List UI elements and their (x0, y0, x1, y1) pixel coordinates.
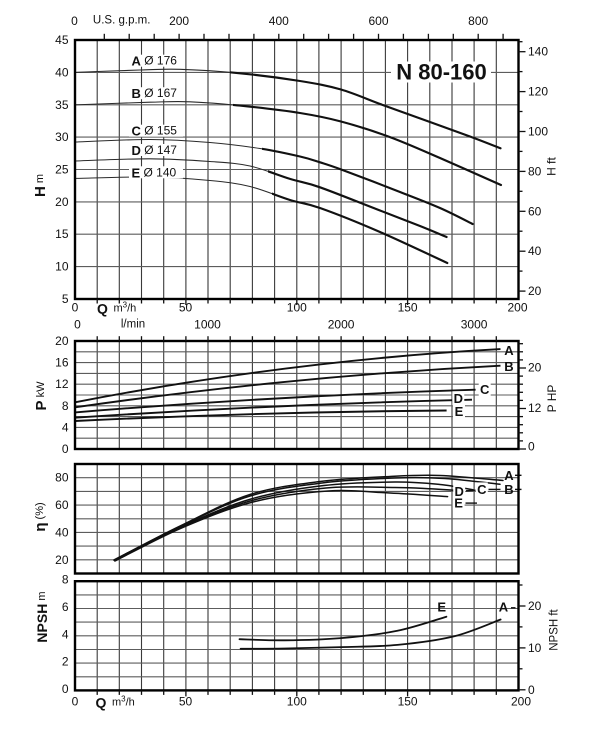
svg-text:H m: H m (32, 174, 49, 197)
svg-text:E: E (454, 496, 463, 511)
svg-text:200: 200 (507, 301, 527, 315)
svg-text:20: 20 (528, 599, 542, 613)
svg-text:2: 2 (62, 655, 69, 669)
svg-text:U.S. g.p.m.: U.S. g.p.m. (93, 15, 151, 27)
svg-text:Q: Q (96, 695, 107, 711)
svg-text:D: D (455, 484, 464, 499)
svg-text:C Ø 155: C Ø 155 (132, 123, 178, 138)
svg-text:60: 60 (55, 498, 69, 512)
svg-text:A: A (504, 468, 514, 483)
svg-text:20: 20 (528, 360, 542, 374)
svg-text:150: 150 (398, 695, 418, 709)
svg-text:l/min: l/min (121, 319, 145, 331)
svg-text:60: 60 (528, 204, 542, 218)
svg-text:20: 20 (55, 334, 69, 348)
svg-text:10: 10 (528, 641, 542, 655)
svg-text:16: 16 (55, 356, 69, 370)
svg-text:P HP: P HP (545, 385, 559, 413)
svg-text:200: 200 (511, 695, 531, 709)
svg-text:20: 20 (55, 195, 69, 209)
svg-text:B: B (504, 482, 513, 497)
svg-text:400: 400 (269, 14, 289, 28)
svg-text:12: 12 (55, 377, 69, 391)
svg-text:100: 100 (287, 301, 307, 315)
svg-text:1000: 1000 (194, 318, 221, 332)
svg-text:600: 600 (368, 14, 388, 28)
svg-text:12: 12 (528, 401, 542, 415)
svg-text:3000: 3000 (461, 318, 488, 332)
svg-text:100: 100 (528, 125, 548, 139)
svg-text:150: 150 (398, 301, 418, 315)
svg-text:η (%): η (%) (32, 502, 49, 531)
svg-text:2000: 2000 (328, 318, 355, 332)
svg-text:P kW: P kW (33, 381, 50, 411)
svg-text:35: 35 (55, 98, 69, 112)
svg-text:50: 50 (179, 695, 193, 709)
svg-text:8: 8 (62, 399, 69, 413)
svg-text:50: 50 (179, 301, 193, 315)
svg-text:D: D (454, 391, 463, 406)
svg-text:4: 4 (62, 627, 69, 641)
svg-text:0: 0 (528, 439, 535, 453)
svg-text:C: C (477, 482, 487, 497)
svg-text:0: 0 (528, 683, 535, 697)
svg-text:15: 15 (55, 227, 69, 241)
svg-text:0: 0 (72, 695, 79, 709)
svg-text:H ft: H ft (545, 157, 559, 176)
svg-text:140: 140 (528, 45, 548, 59)
svg-text:A: A (504, 343, 514, 358)
svg-text:200: 200 (169, 14, 189, 28)
svg-text:4: 4 (62, 420, 69, 434)
svg-text:8: 8 (62, 573, 69, 587)
svg-text:100: 100 (287, 695, 307, 709)
svg-text:m3/h: m3/h (114, 300, 137, 315)
svg-text:30: 30 (55, 130, 69, 144)
svg-text:B Ø 167: B Ø 167 (132, 86, 178, 101)
svg-text:120: 120 (528, 85, 548, 99)
svg-text:E Ø 140: E Ø 140 (132, 165, 177, 180)
svg-text:m3/h: m3/h (112, 694, 135, 709)
svg-text:25: 25 (55, 163, 69, 177)
svg-text:45: 45 (55, 33, 69, 47)
svg-text:E: E (437, 600, 446, 615)
svg-text:10: 10 (55, 260, 69, 274)
svg-text:B: B (504, 359, 513, 374)
svg-text:0: 0 (71, 14, 78, 28)
svg-text:5: 5 (62, 292, 69, 306)
svg-text:6: 6 (62, 600, 69, 614)
svg-text:0: 0 (72, 301, 79, 315)
svg-text:NPSH m: NPSH m (34, 591, 50, 642)
svg-text:N 80-160: N 80-160 (396, 60, 487, 85)
svg-text:0: 0 (62, 442, 69, 456)
svg-text:E: E (455, 404, 464, 419)
svg-text:D Ø 147: D Ø 147 (132, 143, 178, 158)
svg-text:A: A (499, 600, 509, 615)
svg-text:NPSH ft: NPSH ft (549, 608, 561, 650)
svg-text:0: 0 (74, 318, 81, 332)
svg-text:C: C (480, 382, 490, 397)
svg-text:20: 20 (528, 284, 542, 298)
svg-text:40: 40 (55, 525, 69, 539)
svg-text:20: 20 (55, 553, 69, 567)
svg-text:80: 80 (528, 164, 542, 178)
svg-text:0: 0 (62, 682, 69, 696)
svg-text:800: 800 (468, 14, 488, 28)
svg-text:Q: Q (97, 301, 108, 317)
svg-text:40: 40 (55, 65, 69, 79)
svg-text:80: 80 (55, 471, 69, 485)
svg-text:40: 40 (528, 244, 542, 258)
svg-text:A Ø 176: A Ø 176 (132, 53, 178, 68)
